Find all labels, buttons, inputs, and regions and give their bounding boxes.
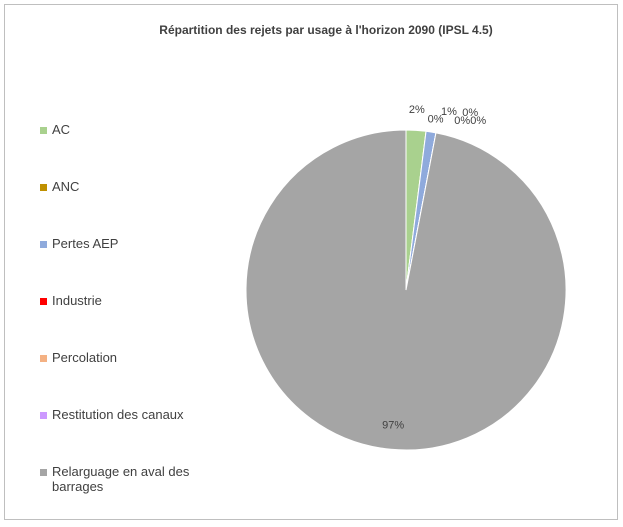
data-label: 1% [441,106,457,118]
legend-item: Relarguage en aval des barrages [40,464,210,521]
legend-item: AC [40,122,210,179]
legend: AC ANC Pertes AEP Industrie Percolation Resti… [40,122,210,521]
data-label: 0% [462,107,478,119]
legend-swatch [40,412,47,419]
legend-swatch [40,241,47,248]
data-label: 0% [470,115,486,127]
legend-label: Percolation [52,350,118,365]
data-label: 97% [382,419,404,431]
legend-item: Industrie [40,293,210,350]
legend-label: AC [52,122,71,137]
chart-border [4,4,618,520]
data-label: 2% [409,104,425,116]
legend-item: Pertes AEP [40,236,210,293]
legend-swatch [40,355,47,362]
legend-swatch [40,127,47,134]
data-label: 0% [428,113,444,125]
legend-swatch [40,298,47,305]
legend-label: Pertes AEP [52,236,119,251]
data-label: 0% [454,115,470,127]
legend-label: Industrie [52,293,102,308]
pie-slice [245,129,567,451]
chart-title: Répartition des rejets par usage à l'hor… [159,23,492,37]
legend-label: Relarguage en aval des barrages [52,464,190,494]
legend-swatch [40,184,47,191]
legend-item: Restitution des canaux [40,407,210,464]
legend-label: Restitution des canaux [52,407,184,422]
legend-item: Percolation [40,350,210,407]
legend-item: ANC [40,179,210,236]
legend-swatch [40,469,47,476]
legend-label: ANC [52,179,80,194]
